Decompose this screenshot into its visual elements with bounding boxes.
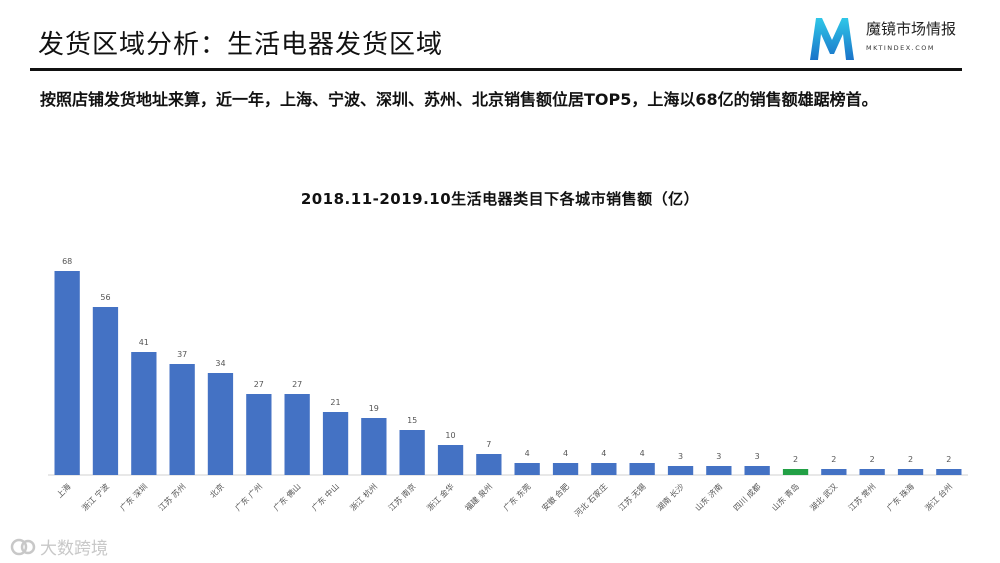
bar-23 [936,469,962,475]
category-label-23: 浙江 台州 [923,481,954,512]
data-label-8: 19 [369,404,379,413]
bar-19 [782,469,809,475]
category-label-4: 北京 [208,481,226,499]
data-label-0: 68 [62,257,72,266]
watermark-text: 大数跨境 [40,539,108,559]
bar-21 [859,469,885,475]
watermark-logo-icon [10,538,36,555]
data-label-18: 3 [755,452,760,461]
bar-17 [706,466,732,475]
category-label-18: 四川 成都 [731,481,762,512]
bar-0 [54,271,80,475]
data-label-10: 10 [445,431,455,440]
category-label-20: 湖北 武汉 [808,481,839,512]
data-label-5: 27 [254,380,264,389]
data-label-13: 4 [563,449,568,458]
bar-13 [552,463,579,475]
data-label-15: 4 [640,449,645,458]
bar-9 [399,430,425,475]
data-label-23: 2 [946,455,951,464]
bar-10 [437,445,464,475]
data-label-1: 56 [100,293,110,302]
logo-m-icon [810,18,854,60]
bar-3 [169,364,195,475]
category-label-6: 广东 佛山 [271,481,302,512]
bar-16 [667,466,694,475]
data-label-9: 15 [407,416,417,425]
category-label-0: 上海 [54,481,72,499]
logo-name: 魔镜市场情报 [866,20,957,38]
data-label-7: 21 [330,398,340,407]
bar-15 [629,463,655,475]
bar-12 [514,463,540,475]
data-label-22: 2 [908,455,913,464]
bar-8 [361,418,387,475]
bar-22 [897,469,924,475]
category-label-2: 广东 深圳 [118,481,149,512]
bar-1 [92,307,119,475]
bar-2 [131,352,157,475]
data-label-16: 3 [678,452,683,461]
summary-text: 按照店铺发货地址来算，近一年，上海、宁波、深圳、苏州、北京销售额位居TOP5，上… [40,90,878,109]
category-label-19: 山东 青岛 [769,481,800,512]
category-label-12: 广东 东莞 [501,481,532,512]
page-title: 发货区域分析：生活电器发货区域 [38,30,444,60]
category-label-15: 江苏 无锡 [616,481,647,512]
data-label-14: 4 [601,449,606,458]
category-label-13: 安徽 合肥 [539,481,570,512]
category-label-10: 浙江 金华 [424,481,455,512]
category-label-1: 浙江 宁波 [79,481,110,512]
data-label-2: 41 [139,338,149,347]
category-label-9: 江苏 南京 [386,481,417,512]
data-label-6: 27 [292,380,302,389]
logo-url: MKTINDEX.COM [866,44,936,52]
data-label-3: 37 [177,350,187,359]
bar-20 [821,469,847,475]
category-label-22: 广东 珠海 [884,481,915,512]
bar-14 [591,463,617,475]
bar-5 [246,394,272,475]
category-label-16: 湖南 长沙 [654,481,685,512]
brand-logo: 魔镜市场情报 MKTINDEX.COM [806,14,966,62]
data-label-19: 2 [793,455,798,464]
header-divider [30,68,962,71]
category-label-11: 福建 泉州 [463,481,494,512]
data-label-17: 3 [716,452,721,461]
bar-18 [744,466,770,475]
bar-4 [207,373,234,475]
category-label-7: 广东 中山 [309,481,340,512]
data-label-20: 2 [831,455,836,464]
data-label-12: 4 [525,449,530,458]
chart-title: 2018.11-2019.10生活电器类目下各城市销售额（亿） [300,190,700,208]
bar-6 [284,394,310,475]
watermark: 大数跨境 [10,534,108,559]
category-label-17: 山东 济南 [693,481,724,512]
bar-11 [476,454,502,475]
category-label-8: 浙江 杭州 [348,481,379,512]
category-label-14: 河北 石家庄 [572,481,609,518]
category-label-5: 广东 广州 [233,481,264,512]
category-label-3: 江苏 苏州 [156,481,187,512]
category-label-21: 江苏 常州 [846,481,877,512]
bar-7 [322,412,349,475]
data-label-4: 34 [215,359,225,368]
data-label-21: 2 [870,455,875,464]
data-label-11: 7 [486,440,491,449]
